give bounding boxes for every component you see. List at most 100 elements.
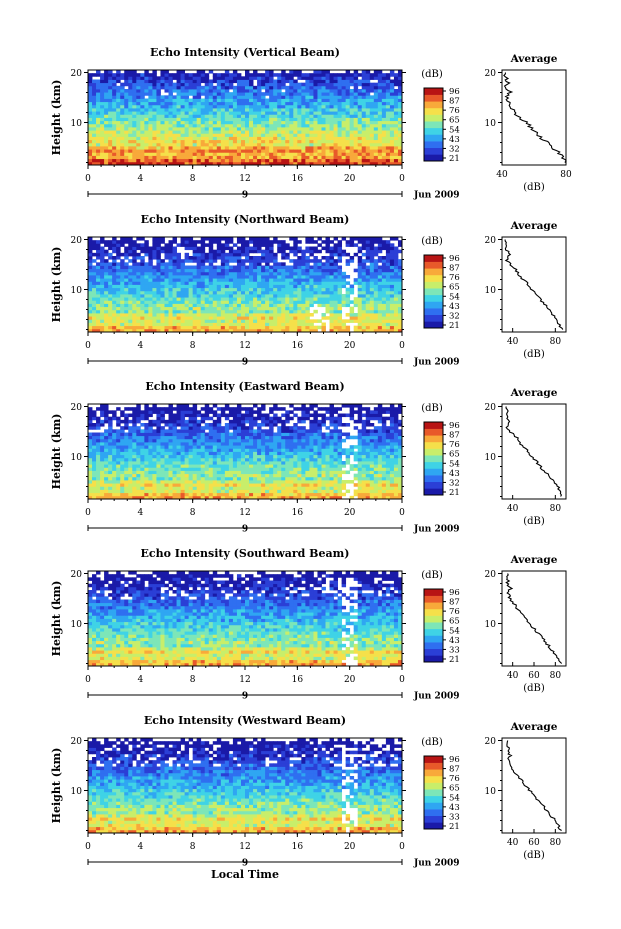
heatmap-cell xyxy=(152,240,157,244)
heatmap-cell xyxy=(329,271,334,276)
heatmap-cell xyxy=(96,155,101,160)
heatmap-cell xyxy=(329,149,334,153)
heatmap-cell xyxy=(144,278,149,282)
heatmap-cell xyxy=(341,294,347,298)
heatmap-cell xyxy=(389,117,395,122)
heatmap-cell xyxy=(365,319,371,323)
heatmap-cell xyxy=(232,139,238,144)
heatmap-cell xyxy=(224,316,230,320)
heatmap-cell xyxy=(184,152,190,156)
heatmap-cell xyxy=(313,149,318,153)
heatmap-cell xyxy=(245,111,250,115)
heatmap-cell xyxy=(317,114,322,118)
heatmap-cell xyxy=(236,240,242,244)
heatmap-cell xyxy=(104,117,109,122)
heatmap-cell xyxy=(249,240,254,244)
heatmap-cell xyxy=(128,142,133,147)
heatmap-cell xyxy=(281,139,286,144)
heatmap-cell xyxy=(220,89,226,93)
heatmap-cell xyxy=(297,281,302,285)
heatmap-cell xyxy=(104,120,109,125)
heatmap-cell xyxy=(345,155,351,160)
heatmap-cell xyxy=(124,284,129,289)
heatmap-cell xyxy=(361,98,367,103)
heatmap-cell xyxy=(116,271,121,276)
heatmap-cell xyxy=(148,284,153,289)
heatmap-cell xyxy=(289,152,294,156)
heatmap-cell xyxy=(116,470,121,475)
heatmap-cell xyxy=(232,136,238,141)
heatmap-cell xyxy=(357,123,363,128)
heatmap-cell xyxy=(152,278,157,282)
heatmap-cell xyxy=(353,133,359,137)
heatmap-cell xyxy=(281,300,286,304)
heatmap-cell xyxy=(369,111,375,115)
heatmap-cell xyxy=(273,281,278,285)
heatmap-cell xyxy=(100,123,105,128)
heatmap-cell xyxy=(100,271,105,276)
heatmap-cell xyxy=(341,117,347,122)
heatmap-cell xyxy=(277,89,282,93)
heatmap-cell xyxy=(160,271,165,276)
heatmap-cell xyxy=(357,319,363,323)
heatmap-cell xyxy=(140,429,145,433)
heatmap-cell xyxy=(168,142,173,147)
heatmap-cell xyxy=(204,306,210,311)
heatmap-cell xyxy=(253,259,258,263)
heatmap-cell xyxy=(132,259,137,263)
heatmap-cell xyxy=(140,278,145,282)
heatmap-cell xyxy=(321,114,326,118)
heatmap-cell xyxy=(136,328,141,333)
heatmap-cell xyxy=(184,139,190,144)
heatmap-cell xyxy=(269,73,274,77)
heatmap-cell xyxy=(236,287,242,292)
heatmap-cell xyxy=(208,265,214,270)
heatmap-cell xyxy=(136,419,141,424)
heatmap-cell xyxy=(204,284,210,289)
heatmap-cell xyxy=(345,275,351,279)
heatmap-cell xyxy=(389,252,395,257)
heatmap-cell xyxy=(309,297,314,301)
heatmap-cell xyxy=(168,76,173,80)
heatmap-cell xyxy=(293,139,298,144)
heatmap-cell xyxy=(317,139,322,144)
heatmap-cell xyxy=(377,108,383,112)
heatmap-cell xyxy=(245,73,250,77)
heatmap-cell xyxy=(257,284,262,289)
heatmap-cell xyxy=(253,85,258,90)
heatmap-cell xyxy=(265,303,270,308)
heatmap-cell xyxy=(100,246,105,251)
heatmap-cell xyxy=(240,108,246,112)
heatmap-cell xyxy=(148,79,153,84)
heatmap-cell xyxy=(192,95,198,99)
heatmap-cell xyxy=(309,278,314,282)
heatmap-cell xyxy=(301,82,306,87)
heatmap-cell xyxy=(345,328,351,333)
heatmap-cell xyxy=(140,76,145,80)
heatmap-cell xyxy=(341,158,347,163)
heatmap-cell xyxy=(216,73,222,77)
panel-title: Echo Intensity (Northward Beam) xyxy=(141,213,350,226)
heatmap-cell xyxy=(365,259,371,263)
heatmap-cell xyxy=(265,281,270,285)
heatmap-cell xyxy=(140,79,145,84)
heatmap-cell xyxy=(325,287,330,292)
heatmap-cell xyxy=(253,290,258,295)
heatmap-cell xyxy=(168,319,173,323)
heatmap-cell xyxy=(253,265,258,270)
heatmap-cell xyxy=(289,70,294,74)
heatmap-cell xyxy=(321,108,326,112)
heatmap-cell xyxy=(120,451,125,456)
heatmap-cell xyxy=(281,149,286,153)
day-label: 9 xyxy=(242,358,248,368)
heatmap-cell xyxy=(184,89,190,93)
heatmap-cell xyxy=(236,104,242,109)
heatmap-cell xyxy=(188,319,194,323)
heatmap-cell xyxy=(172,322,177,327)
heatmap-cell xyxy=(100,480,105,484)
heatmap-cell xyxy=(112,480,117,484)
heatmap-cell xyxy=(273,98,278,103)
heatmap-cell xyxy=(353,281,359,285)
heatmap-cell xyxy=(313,297,318,301)
heatmap-cell xyxy=(321,322,326,327)
